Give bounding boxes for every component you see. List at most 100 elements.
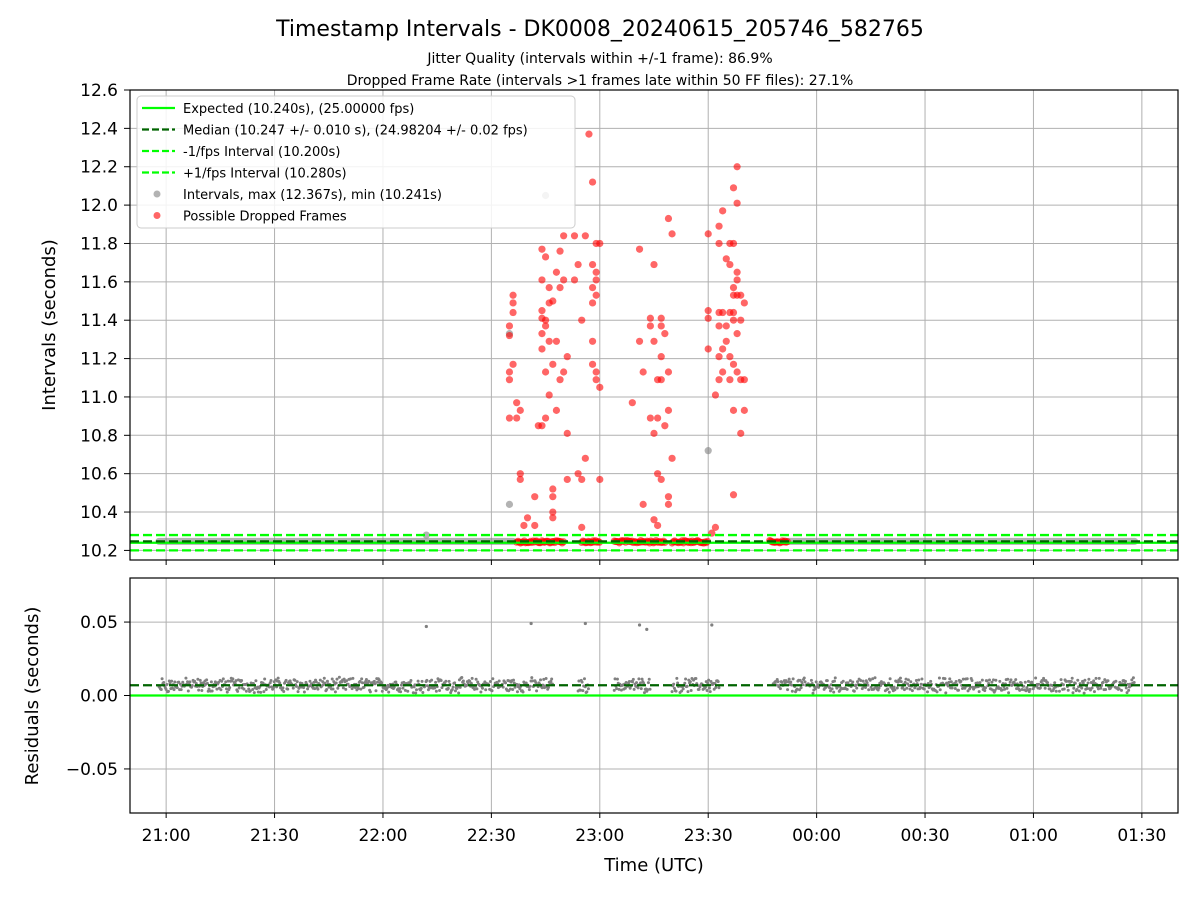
residual-point: [871, 677, 875, 681]
residual-point: [186, 680, 190, 684]
dropped-frame-point: [545, 391, 553, 399]
residual-point: [1040, 679, 1044, 683]
residual-point: [953, 687, 957, 691]
residual-point: [453, 689, 457, 693]
residuals-y-ticks: −0.05 0.00 0.05: [66, 613, 130, 780]
residual-point: [1069, 680, 1073, 684]
dropped-frame-point: [560, 232, 568, 240]
dropped-frame-point: [588, 299, 597, 307]
residual-point: [190, 683, 194, 687]
residual-point: [914, 678, 918, 682]
residual-point: [284, 678, 288, 682]
residual-point: [244, 689, 248, 693]
x-axis-label: Time (UTC): [603, 855, 704, 876]
residual-point: [1092, 679, 1096, 683]
residual-point: [1085, 686, 1089, 690]
residual-point: [648, 687, 652, 691]
residual-point: [294, 684, 298, 688]
residual-point: [236, 689, 240, 693]
dropped-frame-point: [574, 470, 582, 478]
residual-point: [421, 690, 425, 694]
residual-point: [943, 677, 947, 681]
residual-point: [1091, 681, 1095, 685]
residual-point: [254, 679, 258, 683]
residual-point: [1071, 691, 1075, 695]
dropped-frame-point: [549, 508, 557, 516]
residual-point: [828, 689, 832, 693]
dropped-frame-point: [538, 345, 546, 353]
residual-point: [993, 688, 997, 692]
dropped-frame-point: [664, 214, 673, 223]
residual-point: [335, 677, 339, 681]
residual-point: [1030, 680, 1034, 684]
dropped-frame-point: [654, 470, 662, 478]
residual-point: [325, 679, 329, 683]
dropped-frame-point: [545, 283, 553, 292]
residuals-data: [157, 621, 1136, 695]
legend-item-dropped-frames: Possible Dropped Frames: [153, 210, 347, 225]
residual-point: [832, 690, 836, 694]
residual-point: [1082, 691, 1086, 695]
residual-point: [717, 686, 721, 690]
residual-point: [803, 680, 807, 684]
residual-point: [342, 677, 346, 681]
residual-point: [474, 677, 478, 681]
residual-point: [542, 677, 546, 681]
residual-point: [491, 677, 495, 681]
residual-point: [263, 677, 267, 681]
residual-point: [984, 686, 988, 690]
residual-point: [950, 686, 954, 690]
residual-point: [368, 690, 372, 694]
residual-point: [948, 677, 952, 681]
residual-point: [508, 687, 512, 691]
dropped-frame-point: [726, 353, 734, 361]
residual-point: [534, 681, 538, 685]
dropped-frame-point: [509, 299, 517, 307]
residual-point: [851, 680, 855, 684]
intervals-y-tick-label: 12.6: [80, 81, 118, 101]
residual-point: [676, 681, 680, 685]
residual-point: [866, 683, 870, 687]
residual-point: [373, 682, 377, 686]
residual-point: [346, 682, 350, 686]
residual-point: [362, 685, 366, 689]
residual-point: [944, 691, 948, 695]
residuals-x-ticks: 21:00 21:30 22:00 22:30 23:00 23:30 00:00 00:30…: [142, 813, 1166, 846]
residual-point: [965, 677, 969, 681]
residual-point: [206, 689, 210, 693]
dropped-frame-point: [722, 255, 730, 263]
dropped-frame-point: [560, 276, 568, 284]
residual-point: [798, 678, 802, 682]
residual-point: [291, 686, 295, 690]
residual-point: [892, 685, 896, 689]
residual-point: [689, 688, 693, 692]
residual-point: [646, 688, 650, 692]
residual-point: [197, 688, 201, 692]
residual-point: [585, 690, 589, 694]
residual-point: [527, 688, 531, 692]
dropped-frame-point: [628, 399, 636, 407]
dropped-frame-point: [733, 368, 741, 376]
residual-point: [1075, 688, 1079, 692]
residual-point: [1070, 676, 1074, 680]
residual-point: [198, 678, 202, 682]
dropped-frame-point: [657, 314, 665, 322]
dropped-frame-point: [563, 429, 571, 437]
dropped-frame-point: [664, 368, 673, 376]
residual-point: [852, 689, 856, 693]
legend-box: [136, 95, 576, 229]
residual-point: [970, 679, 974, 683]
residual-point: [293, 678, 297, 682]
residual-point: [786, 680, 790, 684]
residual-point: [314, 680, 318, 684]
residual-point: [170, 679, 174, 683]
residual-point: [501, 685, 505, 689]
residual-point: [461, 679, 465, 683]
residual-point: [521, 690, 525, 694]
residual-point: [181, 680, 185, 684]
dropped-frame-point: [715, 222, 723, 230]
residual-point: [420, 679, 424, 683]
dropped-frame-point: [733, 199, 741, 207]
legend-label-expected: Expected (10.240s), (25.00000 fps): [183, 102, 414, 117]
dropped-frame-point: [531, 521, 539, 530]
